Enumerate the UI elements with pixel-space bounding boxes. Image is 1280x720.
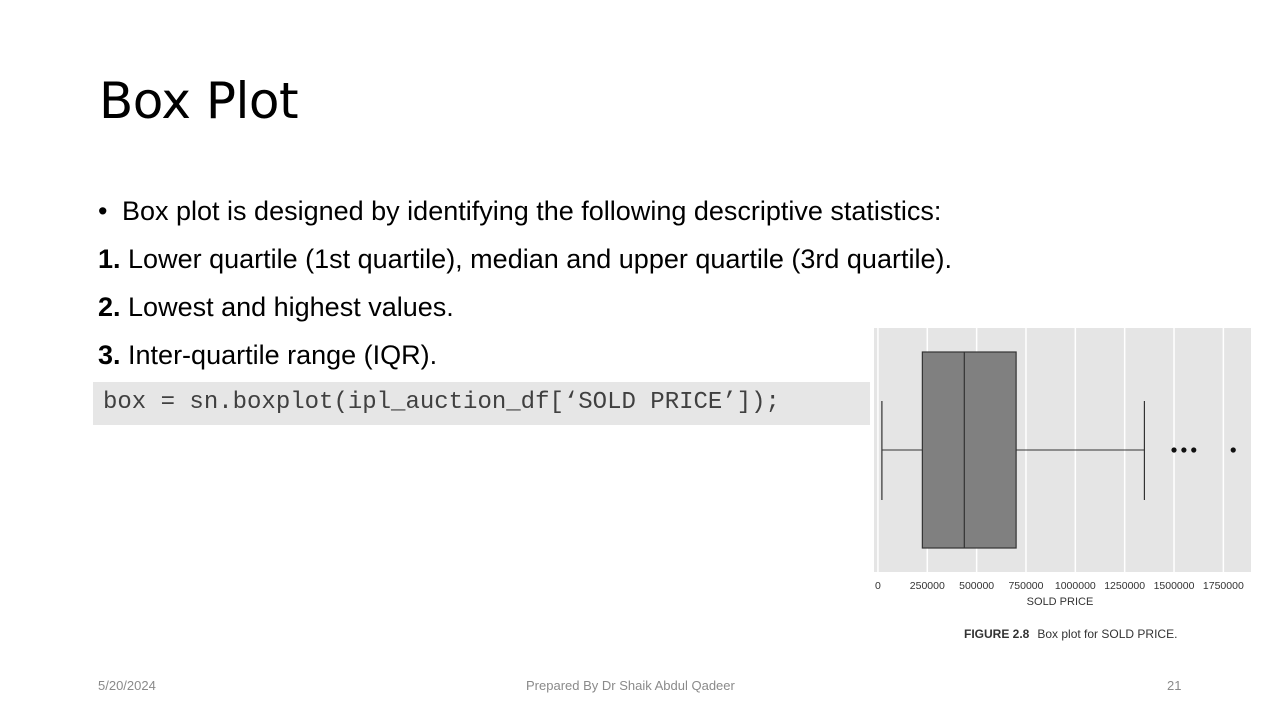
outlier-point bbox=[1230, 447, 1236, 453]
item-text: Inter-quartile range (IQR). bbox=[120, 340, 438, 370]
outlier-point bbox=[1181, 447, 1187, 453]
x-tick-label: 1000000 bbox=[1055, 580, 1096, 592]
x-tick-label: 1250000 bbox=[1104, 580, 1145, 592]
box-plot-figure: 0 250000 500000 750000 1000000 1250000 1500000… bbox=[874, 328, 1252, 648]
outlier-point bbox=[1171, 447, 1177, 453]
x-tick-label: 1750000 bbox=[1203, 580, 1244, 592]
x-tick-label: 0 bbox=[875, 580, 881, 592]
item-1: 1. Lower quartile (1st quartile), median… bbox=[98, 244, 952, 275]
item-number: 1. bbox=[98, 244, 121, 274]
x-axis-label: SOLD PRICE bbox=[1027, 596, 1094, 608]
item-number: 2. bbox=[98, 292, 121, 322]
item-2: 2. Lowest and highest values. bbox=[98, 292, 454, 323]
item-text: Lower quartile (1st quartile), median an… bbox=[120, 244, 952, 274]
x-tick-label: 1500000 bbox=[1154, 580, 1195, 592]
box-plot-chart: 0 250000 500000 750000 1000000 1250000 1500000… bbox=[874, 328, 1251, 641]
x-tick-label: 250000 bbox=[910, 580, 945, 592]
footer-date: 5/20/2024 bbox=[98, 678, 156, 693]
footer-author: Prepared By Dr Shaik Abdul Qadeer bbox=[526, 678, 735, 693]
slide-title: Box Plot bbox=[99, 72, 299, 130]
item-text: Lowest and highest values. bbox=[120, 292, 454, 322]
bullet-dot-icon: • bbox=[98, 196, 108, 226]
figure-caption-text: Box plot for SOLD PRICE. bbox=[1037, 627, 1177, 641]
code-text: box = sn.boxplot(ipl_auction_df[‘SOLD PR… bbox=[103, 389, 780, 416]
figure-caption: FIGURE 2.8 Box plot for SOLD PRICE. bbox=[964, 627, 1177, 641]
bullet-line: • Box plot is designed by identifying the… bbox=[98, 196, 941, 227]
code-block: box = sn.boxplot(ipl_auction_df[‘SOLD PR… bbox=[93, 382, 870, 425]
outlier-point bbox=[1191, 447, 1197, 453]
x-tick-label: 750000 bbox=[1008, 580, 1043, 592]
bullet-text: Box plot is designed by identifying the … bbox=[122, 196, 942, 226]
x-tick-label: 500000 bbox=[959, 580, 994, 592]
iqr-box bbox=[921, 351, 1017, 549]
figure-caption-label: FIGURE 2.8 bbox=[964, 627, 1030, 641]
item-number: 3. bbox=[98, 340, 121, 370]
item-3: 3. Inter-quartile range (IQR). bbox=[98, 340, 437, 371]
footer-page-number: 21 bbox=[1167, 678, 1182, 693]
